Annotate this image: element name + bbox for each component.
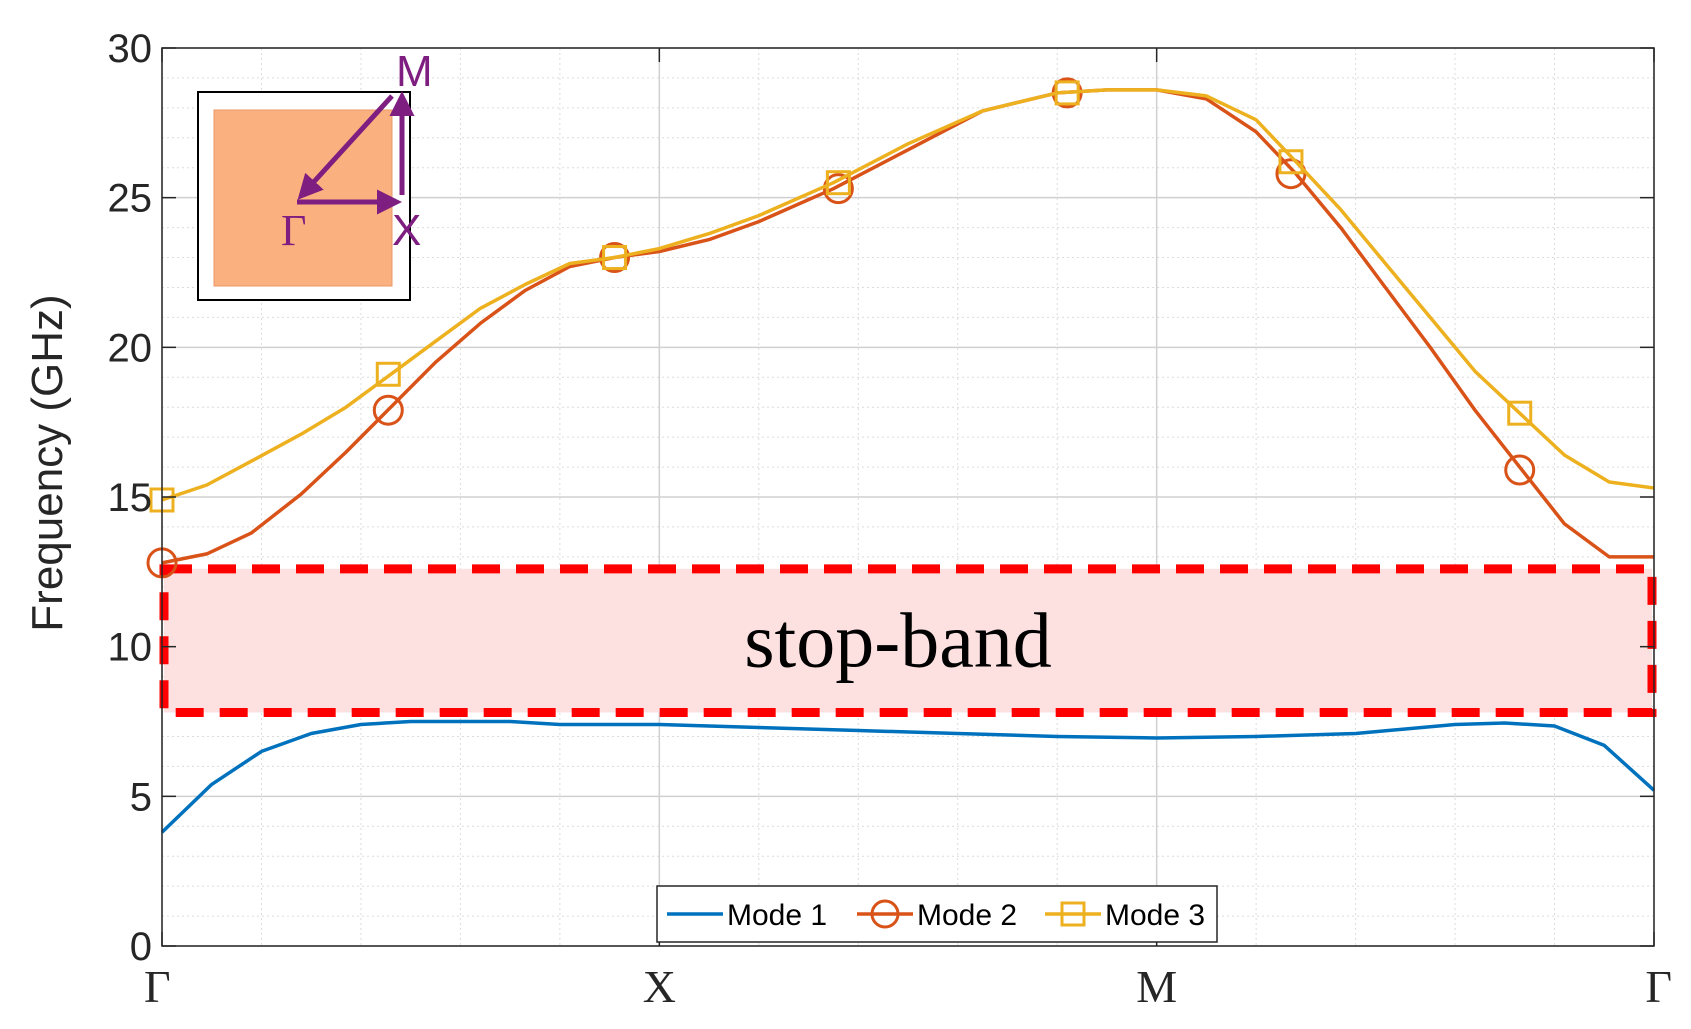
data-point-mode-3 <box>375 361 401 387</box>
series-line-mode-1 <box>160 719 1656 834</box>
series-line-mode-3 <box>161 88 1655 502</box>
data-point-mode-2 <box>822 173 854 205</box>
y-tick-label: 15 <box>108 476 153 520</box>
series-line-mode-2 <box>161 88 1654 565</box>
y-tick-label: 20 <box>108 326 153 370</box>
inset-label-x: X <box>392 206 421 255</box>
x-tick-label: Γ <box>1645 961 1672 1012</box>
stop-band-region: stop-band <box>159 564 1657 718</box>
y-axis-label: Frequency (GHz) <box>23 294 72 631</box>
data-point-mode-3 <box>602 245 628 271</box>
stop-band-label: stop-band <box>744 597 1052 684</box>
y-tick-label: 25 <box>108 177 153 221</box>
legend-marker-mode-3 <box>1060 901 1086 927</box>
stop-band-box <box>159 564 1657 718</box>
y-tick-label: 0 <box>130 925 152 969</box>
legend-label-mode-2: Mode 2 <box>917 899 1017 932</box>
legend-box <box>656 885 1218 943</box>
data-point-mode-3 <box>1507 400 1533 426</box>
legend-label-mode-1: Mode 1 <box>727 899 827 932</box>
legend-marker-mode-2 <box>870 899 900 929</box>
y-tick-label: 30 <box>108 27 153 71</box>
y-tick-label: 5 <box>130 775 152 819</box>
data-point-mode-3 <box>1278 149 1304 175</box>
inset-label-m: M <box>396 47 433 96</box>
data-point-mode-2 <box>599 242 631 274</box>
data-point-mode-2 <box>372 394 404 426</box>
data-point-mode-3 <box>825 170 851 196</box>
inset-label-gamma: Γ <box>281 206 306 255</box>
brillouin-zone-inset: Γ X M <box>197 47 433 301</box>
x-tick-label: M <box>1136 961 1177 1012</box>
y-tick-label: 10 <box>108 626 153 670</box>
x-tick-label: Γ <box>144 961 171 1012</box>
legend: Mode 1 Mode 2 Mode 3 <box>656 885 1218 943</box>
unit-cell <box>213 109 393 287</box>
legend-label-mode-3: Mode 3 <box>1105 899 1205 932</box>
arrow-m-to-gamma <box>297 94 394 200</box>
axes: 0 5 10 15 20 25 30 Γ X M Γ <box>108 27 1673 1012</box>
series-lines <box>146 77 1656 834</box>
x-tick-label: X <box>643 961 676 1012</box>
data-point-mode-2 <box>1504 454 1536 486</box>
data-point-mode-3 <box>1054 80 1080 106</box>
